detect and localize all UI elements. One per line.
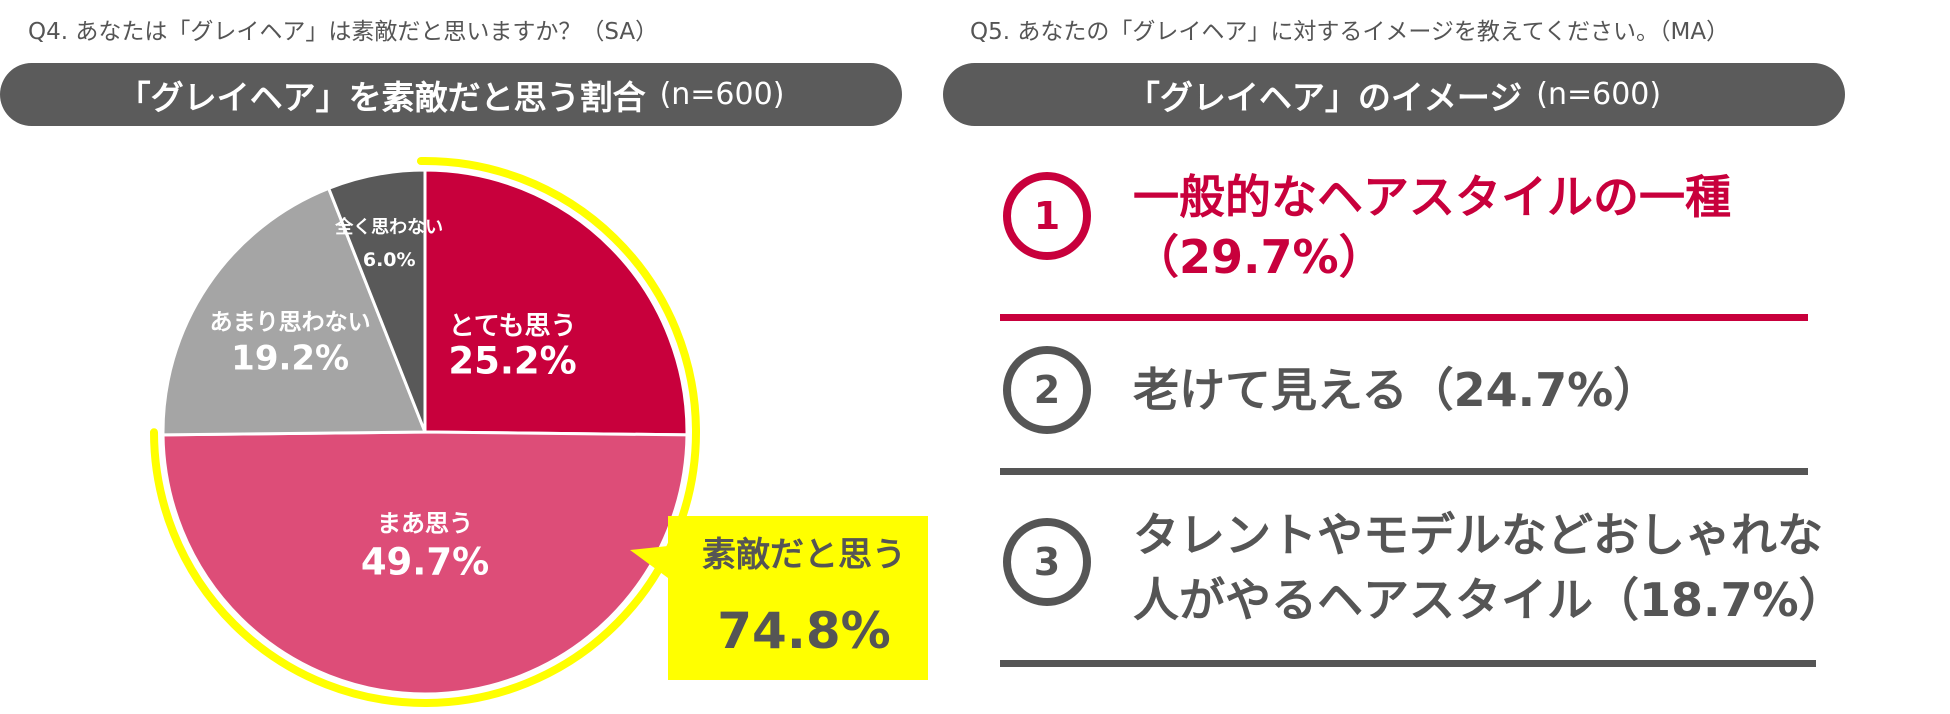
ranking-sample-size: (n=600) xyxy=(1536,77,1662,112)
pie-chart-sample-size: (n=600) xyxy=(659,77,785,112)
rank-number-1: 1 xyxy=(1003,172,1091,260)
rank-text-2-line1: 老けて見える（24.7%） xyxy=(1133,363,1660,417)
slice-somewhat-disagree xyxy=(161,186,428,437)
label-strongly-disagree: 全く思わない xyxy=(334,216,443,238)
slice-strongly-agree xyxy=(423,168,689,437)
rank-number-2: 2 xyxy=(1003,346,1091,434)
rank-divider-1 xyxy=(1000,314,1808,321)
value-somewhat-disagree: 19.2% xyxy=(231,338,349,378)
label-somewhat-agree: まあ思う xyxy=(377,510,473,538)
highlight-arc xyxy=(150,157,700,707)
rank-text-1-line1: 一般的なヘアスタイルの一種 xyxy=(1133,170,1731,224)
rank-text-3-line2: 人がやるヘアスタイル（18.7%） xyxy=(1133,573,1845,627)
callout-value: 74.8% xyxy=(717,602,890,660)
callout-box xyxy=(630,516,928,680)
callout-label: 素敵だと思う xyxy=(702,535,906,575)
rank-text-1-line2: （29.7%） xyxy=(1133,230,1385,284)
value-strongly-disagree: 6.0% xyxy=(363,249,416,271)
label-strongly-agree: とても思う xyxy=(449,311,577,341)
rank-divider-2 xyxy=(1000,468,1808,475)
value-strongly-agree: 25.2% xyxy=(448,339,576,382)
ranking-title: 「グレイヘア」のイメージ xyxy=(1126,77,1523,117)
rank-number-3: 3 xyxy=(1003,518,1091,606)
rank-text-3-line1: タレントやモデルなどおしゃれな xyxy=(1133,508,1823,562)
pie-chart-banner: 「グレイヘア」を素敵だと思う割合 (n=600) xyxy=(0,63,902,126)
pie-slices xyxy=(161,168,689,696)
label-somewhat-disagree: あまり思わない xyxy=(210,309,371,335)
q5-question: Q5. あなたの「グレイヘア」に対するイメージを教えてください。（MA） xyxy=(970,19,1730,45)
rank-divider-3 xyxy=(1000,660,1816,667)
q4-question: Q4. あなたは「グレイヘア」は素敵だと思いますか？（SA） xyxy=(28,19,659,45)
ranking-banner: 「グレイヘア」のイメージ (n=600) xyxy=(943,63,1845,126)
slice-strongly-disagree xyxy=(326,168,427,433)
pie-chart-title: 「グレイヘア」を素敵だと思う割合 xyxy=(117,77,646,117)
value-somewhat-agree: 49.7% xyxy=(361,541,489,584)
